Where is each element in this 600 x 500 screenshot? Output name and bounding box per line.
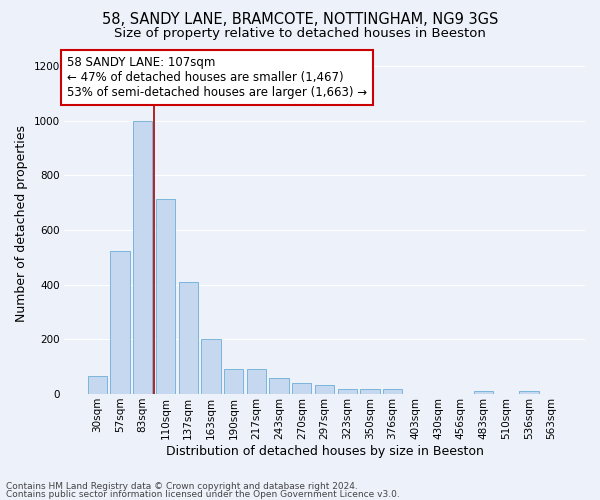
Bar <box>383 388 402 394</box>
Y-axis label: Number of detached properties: Number of detached properties <box>15 125 28 322</box>
Bar <box>315 386 334 394</box>
Text: Size of property relative to detached houses in Beeston: Size of property relative to detached ho… <box>114 28 486 40</box>
Text: 58, SANDY LANE, BRAMCOTE, NOTTINGHAM, NG9 3GS: 58, SANDY LANE, BRAMCOTE, NOTTINGHAM, NG… <box>102 12 498 28</box>
Bar <box>360 389 380 394</box>
Bar <box>292 383 311 394</box>
Bar <box>88 376 107 394</box>
Bar <box>338 388 357 394</box>
Bar <box>133 121 152 394</box>
Bar <box>474 391 493 394</box>
Text: Contains HM Land Registry data © Crown copyright and database right 2024.: Contains HM Land Registry data © Crown c… <box>6 482 358 491</box>
Bar <box>269 378 289 394</box>
Bar <box>519 391 539 394</box>
Text: 58 SANDY LANE: 107sqm
← 47% of detached houses are smaller (1,467)
53% of semi-d: 58 SANDY LANE: 107sqm ← 47% of detached … <box>67 56 367 99</box>
Bar <box>224 370 243 394</box>
X-axis label: Distribution of detached houses by size in Beeston: Distribution of detached houses by size … <box>166 444 484 458</box>
Text: Contains public sector information licensed under the Open Government Licence v3: Contains public sector information licen… <box>6 490 400 499</box>
Bar <box>110 250 130 394</box>
Bar <box>156 198 175 394</box>
Bar <box>201 340 221 394</box>
Bar <box>247 370 266 394</box>
Bar <box>179 282 198 394</box>
